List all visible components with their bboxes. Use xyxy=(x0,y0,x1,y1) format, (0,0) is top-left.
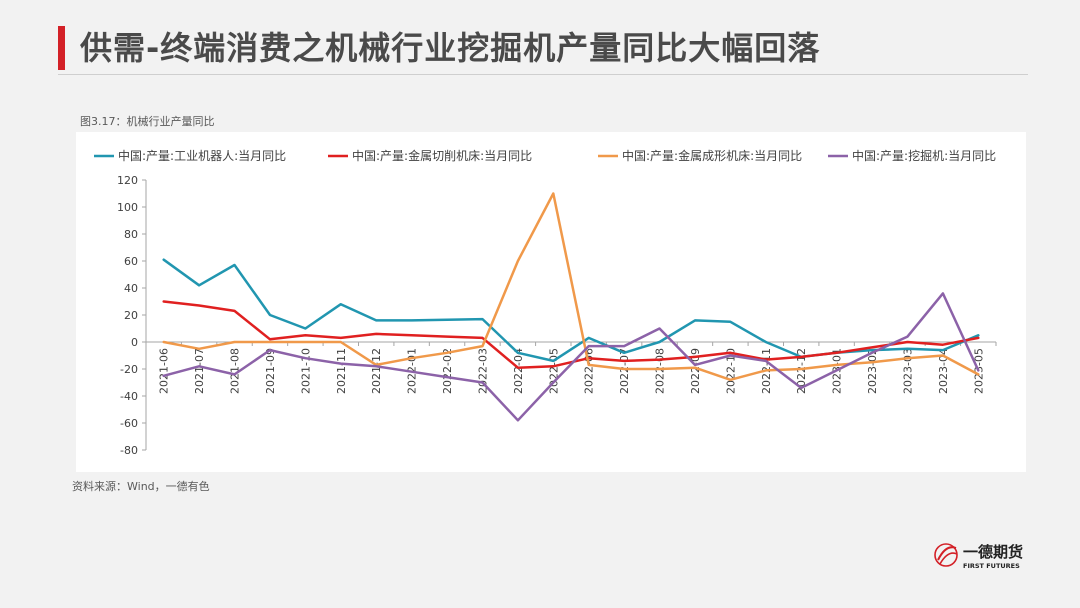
y-tick-label: 40 xyxy=(124,282,138,295)
title-accent-bar xyxy=(58,26,65,70)
x-tick-label: 2022-12 xyxy=(795,348,808,394)
company-logo: 一德期货 FIRST FUTURES xyxy=(932,538,1042,572)
y-tick-label: 100 xyxy=(117,201,138,214)
x-tick-label: 2022-07 xyxy=(618,348,631,394)
chart-legend: 中国:产量:工业机器人:当月同比 中国:产量:金属切削机床:当月同比 中国:产量:金… xyxy=(94,148,996,163)
x-tick-label: 2023-02 xyxy=(866,348,879,394)
y-axis: -80 -60 -40 -20 0 20 40 60 80 100 120 xyxy=(117,174,147,457)
x-tick-label: 2021-11 xyxy=(335,348,348,394)
y-tick-label: -60 xyxy=(120,417,138,430)
series-group xyxy=(162,192,980,422)
y-tick-label: 0 xyxy=(131,336,138,349)
y-tick-label: 20 xyxy=(124,309,138,322)
x-tick-label: 2021-12 xyxy=(370,348,383,394)
page-title: 供需-终端消费之机械行业挖掘机产量同比大幅回落 xyxy=(80,29,821,67)
line-chart: 中国:产量:工业机器人:当月同比 中国:产量:金属切削机床:当月同比 中国:产量:金… xyxy=(94,148,997,457)
x-tick-label: 2022-02 xyxy=(441,348,454,394)
y-tick-label: 60 xyxy=(124,255,138,268)
legend-label-2: 中国:产量:金属切削机床:当月同比 xyxy=(352,148,532,163)
series-line-4 xyxy=(162,292,980,422)
x-tick-label: 2022-09 xyxy=(689,348,702,394)
chart-panel: 中国:产量:工业机器人:当月同比 中国:产量:金属切削机床:当月同比 中国:产量:金… xyxy=(76,132,1026,472)
x-tick-label: 2022-08 xyxy=(654,348,667,394)
legend-label-3: 中国:产量:金属成形机床:当月同比 xyxy=(622,148,802,163)
y-tick-label: -40 xyxy=(120,390,138,403)
y-tick-label: 120 xyxy=(117,174,138,187)
series-line-2 xyxy=(162,300,980,369)
y-tick-label: -20 xyxy=(120,363,138,376)
title-divider xyxy=(58,74,1028,75)
x-tick-label: 2021-09 xyxy=(264,348,277,394)
y-tick-label: 80 xyxy=(124,228,138,241)
source-note: 资料来源：Wind，一德有色 xyxy=(72,480,210,493)
legend-label-4: 中国:产量:挖掘机:当月同比 xyxy=(852,148,996,163)
x-tick-label: 2022-10 xyxy=(724,348,737,394)
x-tick-label: 2023-03 xyxy=(901,348,914,394)
logo-text-cn: 一德期货 xyxy=(963,543,1023,561)
x-tick-label: 2021-06 xyxy=(158,348,171,394)
legend-label-1: 中国:产量:工业机器人:当月同比 xyxy=(118,148,286,163)
x-tick-label: 2021-10 xyxy=(299,348,312,394)
x-tick-label: 2021-08 xyxy=(229,348,242,394)
y-tick-label: -80 xyxy=(120,444,138,457)
x-tick-label: 2021-07 xyxy=(193,348,206,394)
logo-text-en: FIRST FUTURES xyxy=(963,562,1020,570)
logo-mark-icon xyxy=(934,543,958,567)
x-tick-label: 2022-06 xyxy=(583,348,596,394)
figure-caption: 图3.17：机械行业产量同比 xyxy=(80,115,215,128)
x-tick-label: 2023-04 xyxy=(937,348,950,394)
series-line-3 xyxy=(162,192,980,382)
x-tick-label: 2022-04 xyxy=(512,348,525,394)
